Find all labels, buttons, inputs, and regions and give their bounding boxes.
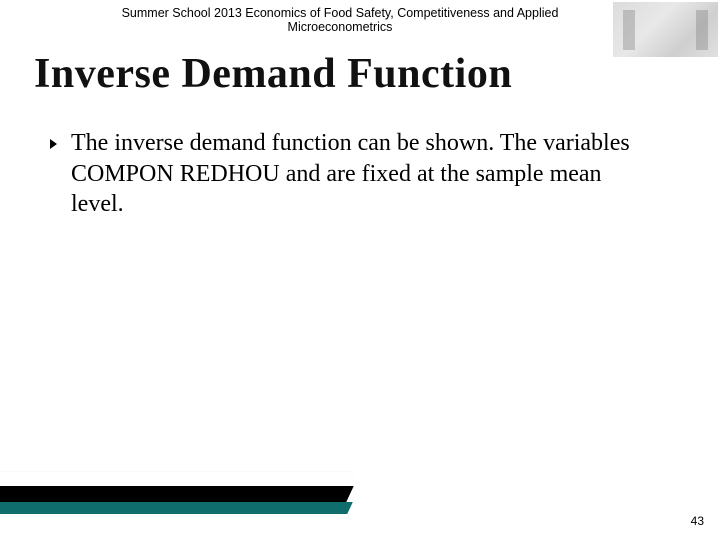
header-subtitle: Summer School 2013 Economics of Food Saf…	[80, 6, 600, 34]
header-building-image	[613, 2, 718, 57]
body-content: The inverse demand function can be shown…	[50, 128, 660, 220]
bullet-item: The inverse demand function can be shown…	[50, 128, 660, 220]
stripe-black	[0, 486, 354, 502]
slide: Summer School 2013 Economics of Food Saf…	[0, 0, 720, 540]
stripe-white	[0, 472, 353, 486]
bullet-text: The inverse demand function can be shown…	[71, 128, 660, 220]
page-number: 43	[691, 514, 704, 528]
triangle-bullet-icon	[50, 139, 57, 149]
stripe-teal	[0, 502, 353, 514]
slide-title: Inverse Demand Function	[34, 50, 512, 98]
footer-decorative-stripes	[0, 472, 340, 518]
